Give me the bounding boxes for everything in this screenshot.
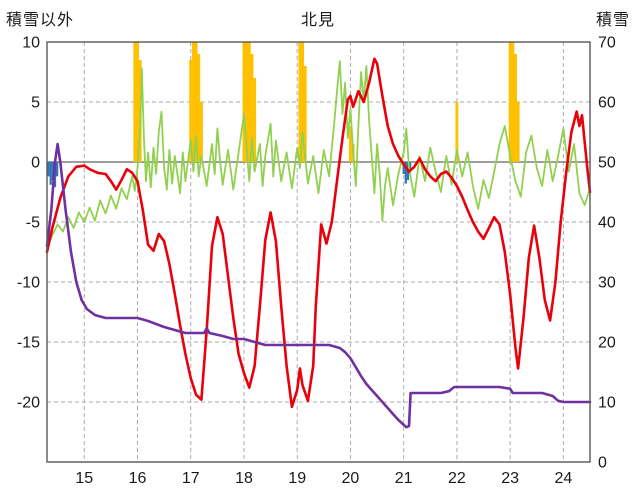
blue-bars-bar: [404, 162, 407, 184]
left-axis-tick-label: 10: [22, 35, 40, 52]
blue-bars-bar: [47, 162, 50, 177]
orange-bars-bar: [199, 102, 203, 162]
x-axis-tick-label: 21: [395, 470, 413, 487]
orange-bars-bar: [516, 102, 520, 162]
chart-title: 北見: [300, 12, 336, 29]
orange-bars-bar: [301, 42, 304, 162]
orange-bars-bar: [298, 42, 302, 162]
blue-bars-bar: [55, 162, 59, 177]
plot-border: [46, 41, 591, 463]
orange-bars-bar: [253, 78, 257, 162]
left-axis-tick-label: 5: [31, 95, 40, 112]
right-axis-tick-label: 20: [598, 335, 616, 352]
orange-bars-bar: [514, 54, 517, 162]
orange-bars-bar: [303, 66, 307, 162]
left-axis-tick-label: -15: [17, 335, 40, 352]
x-axis-tick-label: 23: [501, 470, 519, 487]
x-axis-tick-label: 20: [342, 470, 360, 487]
right-axis-tick-label: 50: [598, 155, 616, 172]
orange-bars-bar: [194, 42, 198, 162]
orange-bars-bar: [136, 42, 139, 162]
orange-bars-bar: [508, 42, 512, 162]
x-axis-tick-label: 19: [288, 470, 306, 487]
blue-bars-bar: [49, 162, 52, 185]
right-axis-tick-label: 0: [598, 455, 607, 472]
orange-bars-bar: [133, 42, 137, 162]
orange-bars-bar: [511, 42, 515, 162]
green-line: [46, 60, 591, 250]
orange-bars-bar: [250, 54, 254, 162]
right-axis-tick-label: 40: [598, 215, 616, 232]
right-axis-tick-label: 10: [598, 395, 616, 412]
left-axis-tick-label: -20: [17, 395, 40, 412]
left-axis-title: 積雪以外: [6, 12, 75, 29]
right-axis-tick-label: 60: [598, 95, 616, 112]
right-axis-title: 積雪: [595, 12, 630, 29]
red-line: [45, 57, 592, 409]
orange-bars-bar: [247, 42, 251, 162]
orange-bars-bar: [455, 102, 459, 162]
x-axis-tick-label: 18: [235, 470, 253, 487]
blue-bars-bar: [408, 162, 412, 172]
orange-bars-bar: [245, 42, 249, 162]
purple-line: [45, 142, 592, 429]
orange-bars-bar: [189, 60, 193, 162]
x-axis-tick-label: 17: [182, 470, 200, 487]
x-axis-tick-label: 15: [75, 470, 93, 487]
orange-bars-bar: [197, 54, 201, 162]
blue-bars-bar: [51, 162, 54, 180]
orange-bars-bar: [348, 126, 352, 162]
blue-bars-bar: [402, 162, 405, 174]
x-axis-tick-label: 22: [448, 470, 466, 487]
orange-bars-bar: [242, 42, 246, 162]
x-axis-tick-label: 16: [129, 470, 147, 487]
x-axis-tick-label: 24: [554, 470, 572, 487]
left-axis-tick-label: -10: [17, 275, 40, 292]
orange-bars-bar: [191, 42, 195, 162]
left-axis-tick-label: -5: [26, 215, 40, 232]
left-axis-tick-label: 0: [31, 155, 40, 172]
right-axis-tick-label: 70: [598, 35, 616, 52]
right-axis-tick-label: 30: [598, 275, 616, 292]
